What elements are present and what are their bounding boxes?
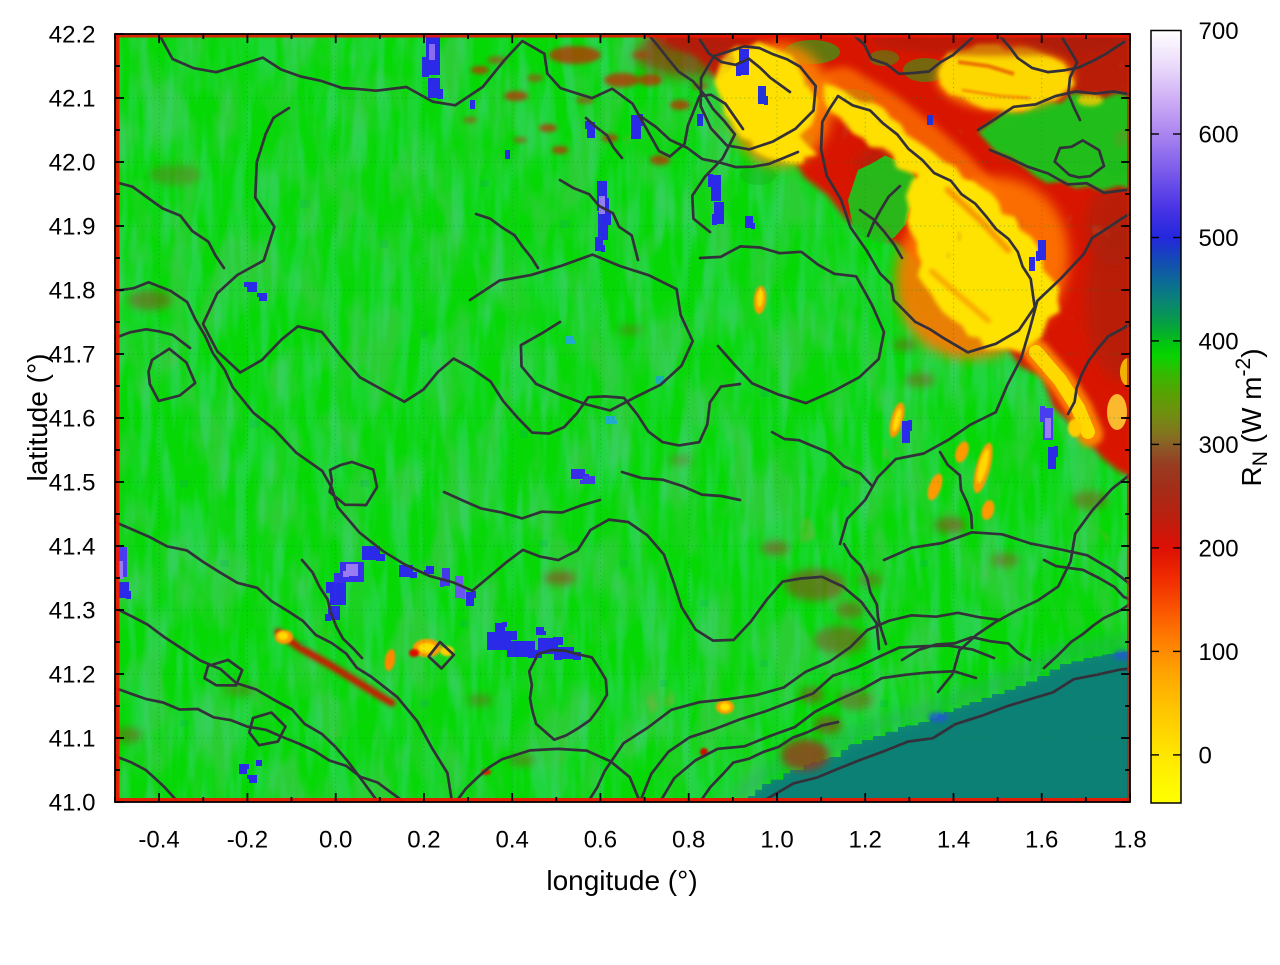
svg-text:1.2: 1.2 xyxy=(849,827,882,854)
svg-text:500: 500 xyxy=(1199,225,1239,252)
svg-text:41.8: 41.8 xyxy=(49,278,96,305)
svg-text:400: 400 xyxy=(1199,329,1239,356)
svg-text:0.8: 0.8 xyxy=(672,827,705,854)
svg-text:1.6: 1.6 xyxy=(1025,827,1058,854)
svg-text:41.4: 41.4 xyxy=(49,534,96,561)
svg-text:-0.2: -0.2 xyxy=(227,827,268,854)
svg-text:0.6: 0.6 xyxy=(584,827,617,854)
svg-text:41.9: 41.9 xyxy=(49,214,96,241)
svg-text:0.2: 0.2 xyxy=(407,827,440,854)
svg-text:longitude (°): longitude (°) xyxy=(546,865,697,896)
svg-text:41.2: 41.2 xyxy=(49,662,96,689)
svg-text:0: 0 xyxy=(1199,743,1212,770)
svg-text:0.4: 0.4 xyxy=(496,827,529,854)
svg-text:0.0: 0.0 xyxy=(319,827,352,854)
svg-text:600: 600 xyxy=(1199,122,1239,149)
svg-text:41.5: 41.5 xyxy=(49,470,96,497)
svg-text:42.0: 42.0 xyxy=(49,150,96,177)
svg-text:41.1: 41.1 xyxy=(49,726,96,753)
svg-text:41.7: 41.7 xyxy=(49,342,96,369)
svg-text:42.2: 42.2 xyxy=(49,22,96,49)
svg-text:42.1: 42.1 xyxy=(49,86,96,113)
svg-text:41.3: 41.3 xyxy=(49,598,96,625)
svg-text:100: 100 xyxy=(1199,639,1239,666)
svg-text:41.6: 41.6 xyxy=(49,406,96,433)
svg-text:700: 700 xyxy=(1199,18,1239,45)
svg-text:1.4: 1.4 xyxy=(937,827,970,854)
svg-text:latitude (°): latitude (°) xyxy=(22,354,53,482)
svg-text:200: 200 xyxy=(1199,536,1239,563)
svg-text:1.0: 1.0 xyxy=(760,827,793,854)
svg-text:-0.4: -0.4 xyxy=(138,827,179,854)
svg-text:300: 300 xyxy=(1199,432,1239,459)
svg-text:1.8: 1.8 xyxy=(1113,827,1146,854)
svg-text:41.0: 41.0 xyxy=(49,790,96,817)
